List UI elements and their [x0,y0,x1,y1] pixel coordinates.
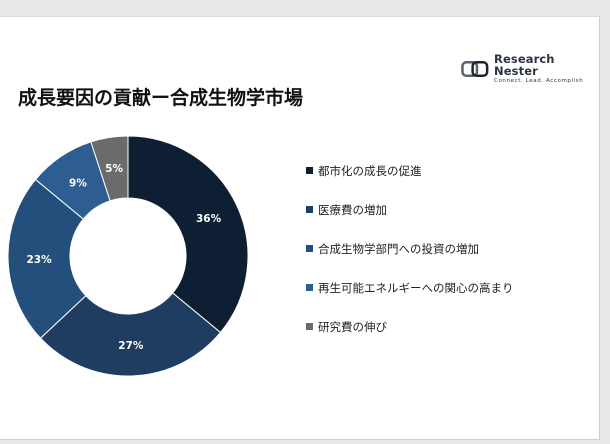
donut-slice [127,135,249,334]
legend-item: 再生可能エネルギーへの関心の高まり [306,268,514,307]
brand-logo: Research Nester Connect. Lead. Accomplis… [461,52,599,85]
slice-value-label: 23% [26,254,52,266]
research-nester-logo-icon [461,61,489,78]
legend-swatch [306,245,313,252]
legend-swatch [306,323,313,330]
legend-swatch [306,206,313,213]
legend-label: 合成生物学部門への投資の増加 [318,241,479,256]
donut-chart: 36% 27% 23% 9% 5% [7,135,249,377]
legend-label: 再生可能エネルギーへの関心の高まり [318,280,514,295]
brand-name: Research Nester [494,52,555,78]
legend-item: 医療費の増加 [306,190,514,229]
chart-legend: 都市化の成長の促進 医療費の増加合成生物学部門への投資の増加再生可能エネルギーへの… [306,151,514,346]
legend-label: 都市化の成長の促進 [318,163,422,178]
slice-value-label: 9% [69,177,87,189]
brand-tagline: Connect. Lead. Accomplish [494,78,584,84]
slice-value-label: 27% [118,340,144,352]
donut-slice [39,292,222,377]
report-page: Research Nester Connect. Lead. Accomplis… [0,16,600,440]
slice-value-label: 5% [105,163,123,175]
legend-label: 研究費の伸び [318,319,387,334]
slice-value-label: 36% [196,213,222,225]
legend-swatch [306,167,313,174]
donut-slice [90,135,129,202]
chart-title: 成長要因の貢献ー合成生物学市場 [18,87,304,109]
legend-swatch [306,284,313,291]
legend-label: 医療費の増加 [318,202,387,217]
legend-item: 研究費の伸び [306,307,514,346]
legend-item: 都市化の成長の促進 [306,151,514,190]
legend-item: 合成生物学部門への投資の増加 [306,229,514,268]
donut-slice [7,178,87,339]
